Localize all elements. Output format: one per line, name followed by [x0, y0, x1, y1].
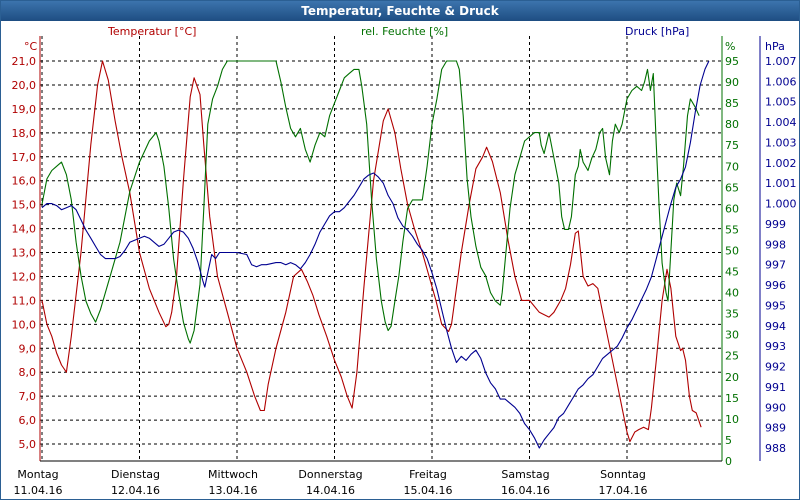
axes: [39, 36, 761, 462]
humidity-tick-label: 30: [725, 329, 739, 342]
humidity-tick-label: 55: [725, 223, 739, 236]
pressure-tick-label: 991: [765, 381, 786, 394]
humidity-tick-label: 80: [725, 118, 739, 131]
humidity-tick-label: 95: [725, 55, 739, 68]
humidity-tick-label: 25: [725, 350, 739, 363]
temperature-tick-label: 19,0: [12, 103, 37, 116]
humidity-tick-label: 70: [725, 160, 739, 173]
pressure-tick-label: 1.002: [765, 157, 797, 170]
x-tick-date: 11.04.16: [14, 484, 63, 497]
pressure-tick-label: 998: [765, 238, 786, 251]
temperature-tick-label: 7,0: [19, 390, 37, 403]
axis-labels: 5,0 6,0 7,0 8,0 9,0 10,0 11,0 12,0 13,0 14,0 15,0 1…: [12, 25, 797, 497]
pressure-tick-label: 1.005: [765, 96, 797, 109]
x-tick-date: 12.04.16: [111, 484, 160, 497]
pressure-tick-label: 1.007: [765, 55, 797, 68]
pressure-tick-label: 994: [765, 320, 786, 333]
pressure-unit: hPa: [765, 40, 785, 53]
pressure-tick-label: 997: [765, 259, 786, 272]
grid-lines: [40, 36, 722, 461]
x-tick-day: Freitag: [409, 468, 447, 481]
pressure-series-line: [41, 60, 710, 449]
humidity-tick-label: 40: [725, 287, 739, 300]
pressure-tick-label: 1.004: [765, 116, 797, 129]
pressure-tick-label: 990: [765, 401, 786, 414]
pressure-tick-label: 1.006: [765, 75, 797, 88]
humidity-tick-label: 75: [725, 139, 739, 152]
x-tick-day: Montag: [17, 468, 58, 481]
humidity-axis-title: rel. Feuchte [%]: [361, 25, 448, 38]
pressure-tick-label: 1.001: [765, 177, 797, 190]
pressure-tick-label: 996: [765, 279, 786, 292]
window-title: Temperatur, Feuchte & Druck: [1, 1, 799, 21]
pressure-tick-label: 1.003: [765, 136, 797, 149]
x-tick-date: 14.04.16: [306, 484, 355, 497]
temperature-axis-title: Temperatur [°C]: [107, 25, 196, 38]
temperature-tick-label: 14,0: [12, 223, 37, 236]
humidity-tick-label: 45: [725, 266, 739, 279]
humidity-tick-label: 60: [725, 202, 739, 215]
pressure-tick-label: 993: [765, 340, 786, 353]
temperature-unit: °C: [24, 40, 38, 53]
pressure-tick-label: 992: [765, 361, 786, 374]
temperature-tick-label: 15,0: [12, 199, 37, 212]
x-tick-day: Mittwoch: [208, 468, 258, 481]
humidity-unit: %: [725, 40, 735, 53]
x-tick-day: Dienstag: [111, 468, 160, 481]
x-tick-date: 17.04.16: [599, 484, 648, 497]
pressure-tick-label: 988: [765, 442, 786, 455]
temperature-tick-label: 8,0: [19, 366, 37, 379]
humidity-tick-label: 85: [725, 97, 739, 110]
x-tick-day: Donnerstag: [298, 468, 362, 481]
temperature-tick-label: 6,0: [19, 414, 37, 427]
humidity-tick-label: 90: [725, 76, 739, 89]
x-tick-date: 15.04.16: [404, 484, 453, 497]
temperature-tick-label: 12,0: [12, 270, 37, 283]
temperature-tick-label: 18,0: [12, 127, 37, 140]
humidity-tick-label: 0: [725, 455, 732, 468]
humidity-tick-label: 65: [725, 181, 739, 194]
pressure-axis-title: Druck [hPa]: [625, 25, 689, 38]
x-tick-day: Sonntag: [600, 468, 646, 481]
x-tick-date: 16.04.16: [501, 484, 550, 497]
pressure-tick-label: 999: [765, 218, 786, 231]
temperature-tick-label: 10,0: [12, 318, 37, 331]
temperature-series-line: [41, 60, 702, 443]
pressure-tick-label: 995: [765, 299, 786, 312]
pressure-tick-label: 989: [765, 422, 786, 435]
temperature-tick-label: 5,0: [19, 438, 37, 451]
humidity-tick-label: 20: [725, 371, 739, 384]
series-layer: [41, 60, 710, 449]
humidity-tick-label: 10: [725, 413, 739, 426]
humidity-tick-label: 5: [725, 434, 732, 447]
temperature-tick-label: 16,0: [12, 175, 37, 188]
pressure-tick-label: 1.000: [765, 198, 797, 211]
temperature-tick-label: 13,0: [12, 247, 37, 260]
temperature-tick-label: 17,0: [12, 151, 37, 164]
humidity-tick-label: 35: [725, 308, 739, 321]
temperature-tick-label: 21,0: [12, 55, 37, 68]
x-tick-day: Samstag: [501, 468, 549, 481]
temperature-tick-label: 20,0: [12, 79, 37, 92]
humidity-series-line: [41, 60, 700, 344]
humidity-tick-label: 15: [725, 392, 739, 405]
temperature-tick-label: 11,0: [12, 294, 37, 307]
humidity-tick-label: 50: [725, 244, 739, 257]
temperature-tick-label: 9,0: [19, 342, 37, 355]
x-tick-date: 13.04.16: [209, 484, 258, 497]
